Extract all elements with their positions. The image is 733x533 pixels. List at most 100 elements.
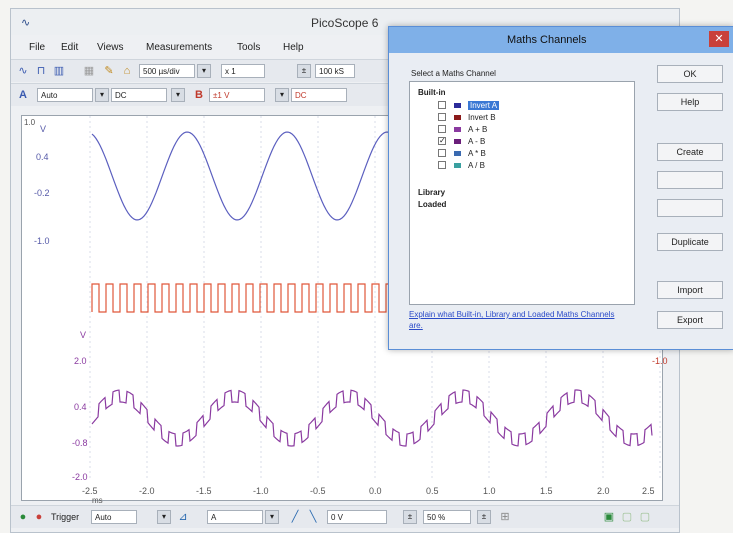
axis-b-tick: -2.0 xyxy=(72,472,88,482)
x-tick: -2.0 xyxy=(139,486,155,496)
maths-channel-panel: Select a Maths Channel Built-in Invert A… xyxy=(409,69,635,347)
stop-icon[interactable]: ● xyxy=(35,511,43,523)
axis-a-unit: V xyxy=(40,124,47,134)
trigger-level-input[interactable]: 0 V xyxy=(327,510,387,524)
create-button[interactable]: Create xyxy=(657,143,723,161)
scope-mode-icon[interactable]: ∿ xyxy=(18,65,28,77)
channel-b-range-dropdown[interactable]: ▾ xyxy=(275,88,289,102)
tree-group-builtin[interactable]: Built-in xyxy=(418,88,446,97)
channel-a-range-dropdown[interactable]: ▾ xyxy=(95,88,109,102)
maths-channel-label[interactable]: A * B xyxy=(468,149,486,158)
select-label: Select a Maths Channel xyxy=(411,69,496,78)
channel-color-swatch xyxy=(454,103,461,108)
trigger-source-dropdown[interactable]: ▾ xyxy=(265,510,279,524)
menu-tools[interactable]: Tools xyxy=(237,42,261,53)
channel-a-coupling-dropdown[interactable]: ▾ xyxy=(171,88,185,102)
trigger-toolbar: ● ● Trigger Auto ▾ ⊿ A ▾ ╱ ╲ 0 V ± 50 % … xyxy=(11,505,679,528)
channel-color-swatch xyxy=(454,151,461,156)
channel-b-range[interactable]: ±1 V xyxy=(209,88,265,102)
channel-options-icon[interactable]: ▦ xyxy=(83,65,95,77)
menu-measurements[interactable]: Measurements xyxy=(146,42,213,53)
ok-button[interactable]: OK xyxy=(657,65,723,83)
edit-button-disabled[interactable] xyxy=(657,171,723,189)
maths-channel-checkbox[interactable] xyxy=(438,149,446,157)
maths-channel-checkbox[interactable]: ✓ xyxy=(438,136,446,145)
explain-link[interactable]: Explain what Built-in, Library and Loade… xyxy=(409,310,615,330)
channel-color-swatch xyxy=(454,127,461,132)
close-icon[interactable]: ✕ xyxy=(709,31,729,47)
help-button[interactable]: Help xyxy=(657,93,723,111)
maths-channel-label[interactable]: A + B xyxy=(468,125,488,134)
scope-corner-label: 1.0 xyxy=(24,118,36,127)
menu-help[interactable]: Help xyxy=(283,42,304,53)
maths-channel-checkbox[interactable] xyxy=(438,113,446,121)
maths-channel-checkbox[interactable] xyxy=(438,125,446,133)
delete-button-disabled[interactable] xyxy=(657,199,723,217)
trigger-mode-dropdown[interactable]: ▾ xyxy=(157,510,171,524)
pretrigger-input[interactable]: 50 % xyxy=(423,510,471,524)
menu-edit[interactable]: Edit xyxy=(61,42,79,53)
maths-channel-tree[interactable]: Built-in Invert A Invert B A + B ✓ A - B A * … xyxy=(409,81,635,305)
axis-a-tick: -0.2 xyxy=(34,188,50,198)
zoom-in-icon[interactable]: ▢ xyxy=(621,511,633,523)
trigger-level-stepper[interactable]: ± xyxy=(403,510,417,524)
maths-channels-dialog: Maths Channels ✕ Select a Maths Channel … xyxy=(388,26,733,350)
falling-edge-icon[interactable]: ╲ xyxy=(309,511,317,523)
maths-channel-item[interactable]: A * B xyxy=(410,148,610,159)
trigger-source-select[interactable]: A xyxy=(207,510,263,524)
persistence-mode-icon[interactable]: ⊓ xyxy=(36,65,46,77)
home-icon[interactable]: ⌂ xyxy=(123,65,131,77)
trigger-mode-select[interactable]: Auto xyxy=(91,510,137,524)
maths-channel-checkbox[interactable] xyxy=(438,161,446,169)
spectrum-mode-icon[interactable]: ▥ xyxy=(53,65,65,77)
menu-views[interactable]: Views xyxy=(97,42,124,53)
channel-b-icon[interactable]: B xyxy=(195,89,203,101)
zoom-stepper[interactable]: ± xyxy=(297,64,311,78)
channel-b-coupling[interactable]: DC xyxy=(291,88,347,102)
math-trace xyxy=(91,389,653,447)
zoom-out-icon[interactable]: ▢ xyxy=(639,511,651,523)
timebase-select[interactable]: 500 µs/div xyxy=(139,64,195,78)
trigger-edge-icon[interactable]: ⊿ xyxy=(178,511,188,523)
probe-icon[interactable]: ✎ xyxy=(104,65,114,77)
zoom-select[interactable]: x 1 xyxy=(221,64,265,78)
maths-channel-label[interactable]: Invert B xyxy=(468,113,496,122)
channel-a-icon[interactable]: A xyxy=(19,89,27,101)
start-icon[interactable]: ● xyxy=(19,511,27,523)
channel-b-trace xyxy=(91,283,400,313)
duplicate-button[interactable]: Duplicate xyxy=(657,233,723,251)
channel-a-range[interactable]: Auto xyxy=(37,88,93,102)
channel-color-swatch xyxy=(454,139,461,144)
maths-channel-item[interactable]: A + B xyxy=(410,124,610,135)
x-unit: ms xyxy=(92,496,103,505)
maths-channel-label[interactable]: Invert A xyxy=(468,101,500,110)
window-title: PicoScope 6 xyxy=(311,16,379,30)
export-button[interactable]: Export xyxy=(657,311,723,329)
tree-group-loaded[interactable]: Loaded xyxy=(418,200,447,209)
axis-b-tick: 2.0 xyxy=(74,356,87,366)
maths-channel-item[interactable]: Invert B xyxy=(410,112,610,123)
axis-a-tick: 0.4 xyxy=(36,152,49,162)
axis-b-tick: -0.8 xyxy=(72,438,88,448)
maths-channel-label[interactable]: A - B xyxy=(468,137,486,146)
x-tick: -1.5 xyxy=(196,486,212,496)
import-button[interactable]: Import xyxy=(657,281,723,299)
x-tick: 0.5 xyxy=(426,486,439,496)
tree-group-library[interactable]: Library xyxy=(418,188,446,197)
trigger-label: Trigger xyxy=(51,512,80,522)
menu-file[interactable]: File xyxy=(29,42,46,53)
channel-a-trace xyxy=(91,131,401,221)
maths-channel-item[interactable]: Invert A xyxy=(410,100,610,111)
maths-channel-item[interactable]: A / B xyxy=(410,160,610,171)
maths-channel-label[interactable]: A / B xyxy=(468,161,485,170)
dialog-title: Maths Channels xyxy=(507,34,587,46)
maths-channel-item[interactable]: ✓ A - B xyxy=(410,136,610,147)
zoom-fit-icon[interactable]: ▣ xyxy=(603,511,615,523)
ruler-icon[interactable]: ⊞ xyxy=(500,511,510,523)
channel-a-coupling[interactable]: DC xyxy=(111,88,167,102)
maths-channel-checkbox[interactable] xyxy=(438,101,446,109)
samples-select[interactable]: 100 kS xyxy=(315,64,355,78)
pretrigger-stepper[interactable]: ± xyxy=(477,510,491,524)
rising-edge-icon[interactable]: ╱ xyxy=(291,511,299,523)
timebase-dropdown[interactable]: ▾ xyxy=(197,64,211,78)
